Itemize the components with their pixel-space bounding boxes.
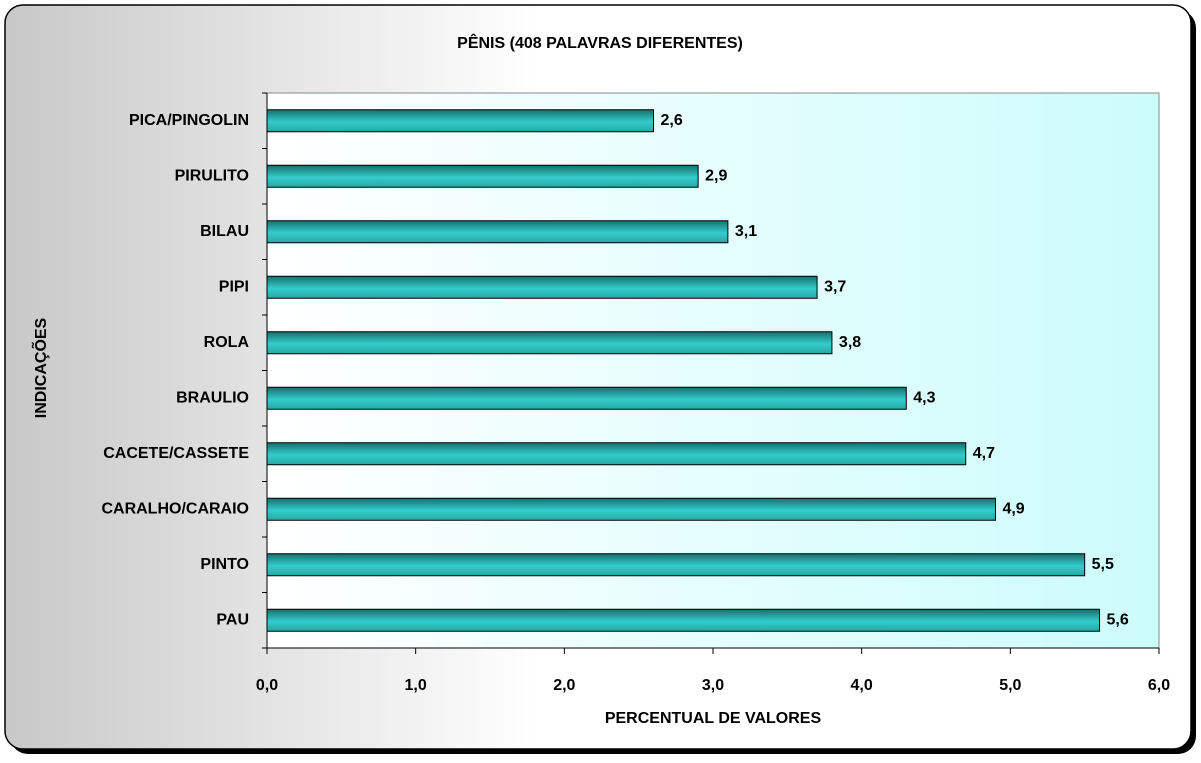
value-label: 4,7	[973, 445, 995, 462]
y-tick-label: BRAULIO	[176, 389, 249, 406]
x-tick-label: 5,0	[999, 677, 1021, 694]
bar	[266, 275, 818, 299]
y-tick-label: BILAU	[200, 223, 249, 240]
bar	[266, 331, 833, 355]
value-label: 3,7	[824, 278, 846, 295]
value-label: 4,9	[1002, 500, 1024, 517]
value-label: 3,1	[735, 223, 757, 240]
value-label: 2,9	[705, 167, 727, 184]
bar	[266, 386, 907, 410]
value-label: 3,8	[839, 334, 861, 351]
value-label: 5,6	[1107, 611, 1129, 628]
x-tick-label: 1,0	[405, 677, 427, 694]
y-tick-label: PAU	[216, 611, 249, 628]
bar	[266, 442, 967, 466]
y-tick-label: PIRULITO	[175, 167, 249, 184]
value-label: 2,6	[661, 112, 683, 129]
chart-title: PÊNIS (408 PALAVRAS DIFERENTES)	[457, 33, 743, 52]
x-tick-label: 6,0	[1148, 677, 1170, 694]
bar	[266, 109, 655, 133]
y-tick-label: ROLA	[204, 334, 250, 351]
bar	[266, 608, 1101, 632]
bar	[266, 497, 996, 521]
x-tick-label: 3,0	[702, 677, 724, 694]
y-tick-label: CACETE/CASSETE	[103, 445, 249, 462]
x-axis-label: PERCENTUAL DE VALORES	[605, 710, 822, 727]
bar	[266, 553, 1086, 577]
value-label: 5,5	[1092, 556, 1114, 573]
bar	[266, 164, 699, 188]
y-tick-label: CARALHO/CARAIO	[101, 500, 249, 517]
x-tick-label: 0,0	[256, 677, 278, 694]
y-tick-label: PINTO	[200, 556, 249, 573]
y-tick-label: PIPI	[219, 278, 249, 295]
y-axis-label: INDICAÇÕES	[30, 317, 50, 418]
value-label: 4,3	[913, 389, 935, 406]
bar	[266, 220, 729, 244]
x-tick-label: 4,0	[851, 677, 873, 694]
x-tick-label: 2,0	[553, 677, 575, 694]
y-tick-label: PICA/PINGOLIN	[129, 112, 249, 129]
